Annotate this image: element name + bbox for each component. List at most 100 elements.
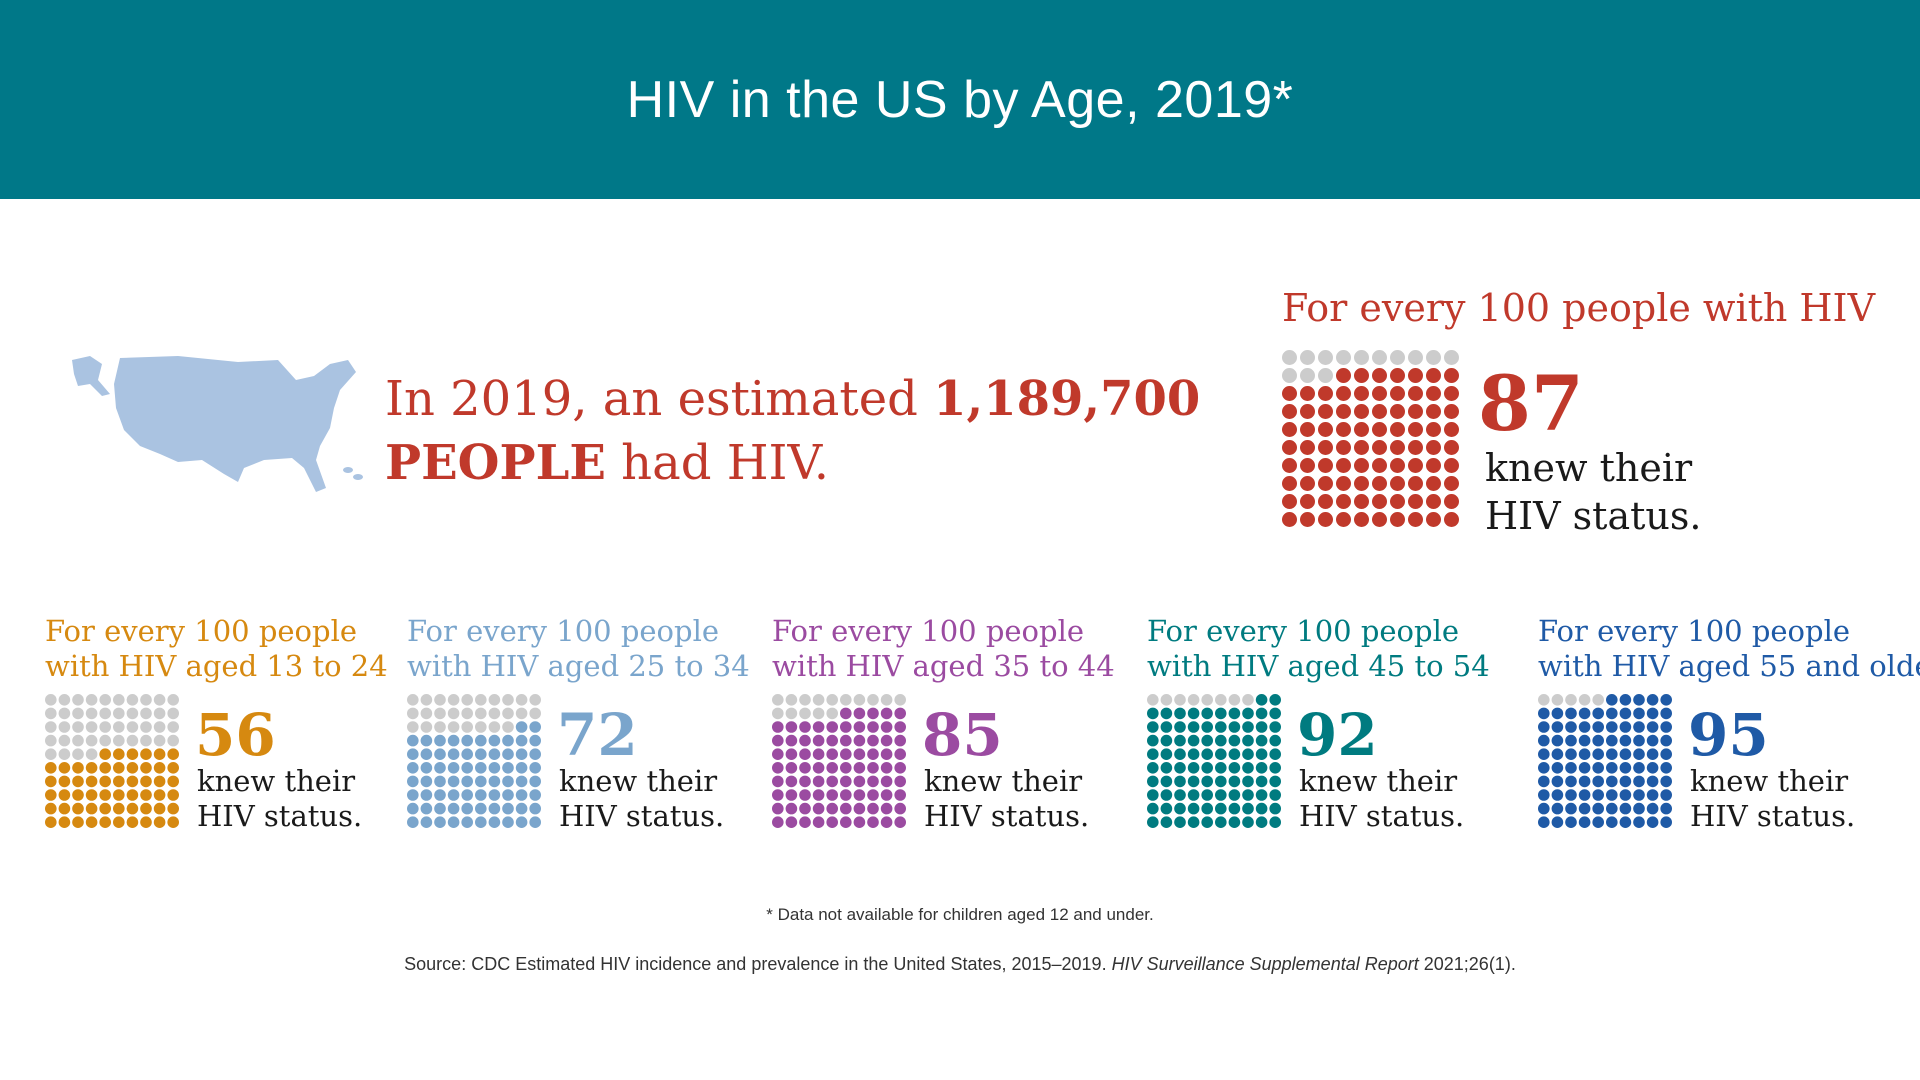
waffle-dot-filled (1228, 816, 1241, 828)
waffle-dot-empty (475, 707, 487, 720)
waffle-dot-filled (1551, 707, 1564, 720)
waffle-dot-filled (1318, 422, 1333, 437)
waffle-dot-filled (502, 775, 514, 788)
waffle-dot-filled (1354, 476, 1369, 491)
waffle-dot-filled (1318, 494, 1333, 509)
waffle-dot-empty (126, 694, 139, 706)
waffle-dot-filled (1215, 707, 1227, 720)
waffle-dot-empty (1300, 350, 1315, 365)
waffle-dot-empty (1336, 350, 1351, 365)
waffle-dot-filled (153, 816, 166, 828)
waffle-dot-filled (1565, 748, 1577, 760)
source-journal: HIV Surveillance Supplemental Report (1111, 954, 1419, 974)
waffle-dot-filled (99, 789, 111, 801)
waffle-dot-filled (1282, 494, 1297, 509)
waffle-dot-filled (434, 762, 446, 774)
waffle-dot-filled (1300, 422, 1315, 437)
waffle-dot-filled (894, 775, 906, 788)
waffle-dot-filled (1646, 694, 1659, 706)
waffle-dot-filled (1372, 404, 1387, 419)
age-group-heading: For every 100 people with HIV aged 25 to … (407, 614, 767, 684)
waffle-dot-filled (1633, 748, 1645, 760)
waffle-dot-empty (140, 694, 152, 706)
waffle-dot-filled (812, 721, 825, 733)
waffle-dot-filled (1201, 734, 1213, 747)
waffle-dot-filled (1160, 816, 1173, 828)
source-citation: Source: CDC Estimated HIV incidence and … (0, 954, 1920, 975)
waffle-dot-filled (1228, 748, 1241, 760)
waffle-dot-filled (1592, 816, 1604, 828)
waffle-dot-empty (167, 694, 179, 706)
waffle-dot-filled (799, 721, 811, 733)
waffle-dot-filled (853, 707, 866, 720)
waffle-dot-filled (447, 789, 460, 801)
waffle-dot-empty (529, 707, 541, 720)
waffle-dot-empty (167, 707, 179, 720)
waffle-dot-filled (1282, 422, 1297, 437)
waffle-dot-filled (1551, 802, 1564, 815)
waffle-dot-empty (407, 707, 419, 720)
waffle-dot-empty (488, 694, 501, 706)
waffle-dot-filled (447, 802, 460, 815)
waffle-dot-empty (529, 694, 541, 706)
waffle-dot-filled (1372, 494, 1387, 509)
waffle-dot-filled (1538, 734, 1550, 747)
waffle-dot-filled (529, 721, 541, 733)
waffle-dot-filled (1187, 707, 1200, 720)
waffle-dot-filled (99, 816, 111, 828)
waffle-dot-filled (1592, 802, 1604, 815)
waffle-dot-empty (1426, 350, 1441, 365)
waffle-dot-filled (1551, 748, 1564, 760)
waffle-dot-filled (502, 816, 514, 828)
waffle-dot-filled (407, 748, 419, 760)
waffle-dot-filled (772, 789, 784, 801)
age-group-caption: knew their HIV status. (924, 764, 1144, 834)
waffle-dot-filled (420, 748, 433, 760)
waffle-dot-filled (826, 802, 838, 815)
waffle-dot-filled (1228, 775, 1241, 788)
waffle-dot-filled (1242, 802, 1254, 815)
age-group-panel: For every 100 people with HIV aged 25 to … (407, 614, 767, 833)
waffle-dot-filled (1633, 734, 1645, 747)
waffle-dot-filled (785, 775, 798, 788)
overall-caption-line1: knew their (1485, 446, 1693, 490)
waffle-dot-filled (1660, 789, 1672, 801)
waffle-dot-filled (1318, 404, 1333, 419)
waffle-dot-filled (85, 802, 98, 815)
age-heading-line1: For every 100 people (45, 614, 358, 648)
waffle-dot-filled (58, 816, 71, 828)
waffle-dot-filled (420, 775, 433, 788)
waffle-dot-empty (1282, 350, 1297, 365)
waffle-dot-filled (840, 775, 852, 788)
waffle-dot-filled (461, 734, 473, 747)
waffle-dot-filled (1619, 802, 1632, 815)
waffle-dot-filled (880, 816, 893, 828)
waffle-dot-filled (126, 816, 139, 828)
waffle-dot-empty (1318, 368, 1333, 383)
waffle-dot-empty (167, 721, 179, 733)
waffle-dot-filled (867, 789, 879, 801)
waffle-dot-filled (1565, 775, 1577, 788)
overall-waffle (1282, 350, 1459, 527)
waffle-dot-filled (420, 802, 433, 815)
waffle-dot-filled (1444, 512, 1459, 527)
waffle-dot-empty (126, 707, 139, 720)
age-group-caption: knew their HIV status. (1690, 764, 1910, 834)
waffle-dot-filled (1372, 512, 1387, 527)
waffle-dot-filled (1390, 440, 1405, 455)
waffle-dot-filled (153, 789, 166, 801)
waffle-dot-filled (1408, 458, 1423, 473)
age-heading-line1: For every 100 people (772, 614, 1085, 648)
waffle-dot-filled (894, 734, 906, 747)
waffle-dot-filled (45, 816, 57, 828)
waffle-dot-filled (826, 816, 838, 828)
waffle-dot-filled (45, 789, 57, 801)
waffle-dot-empty (153, 721, 166, 733)
waffle-dot-filled (1646, 762, 1659, 774)
waffle-dot-filled (1354, 494, 1369, 509)
waffle-dot-filled (461, 802, 473, 815)
waffle-dot-empty (475, 721, 487, 733)
waffle-dot-filled (434, 734, 446, 747)
waffle-dot-filled (1578, 775, 1591, 788)
waffle-dot-filled (1354, 368, 1369, 383)
